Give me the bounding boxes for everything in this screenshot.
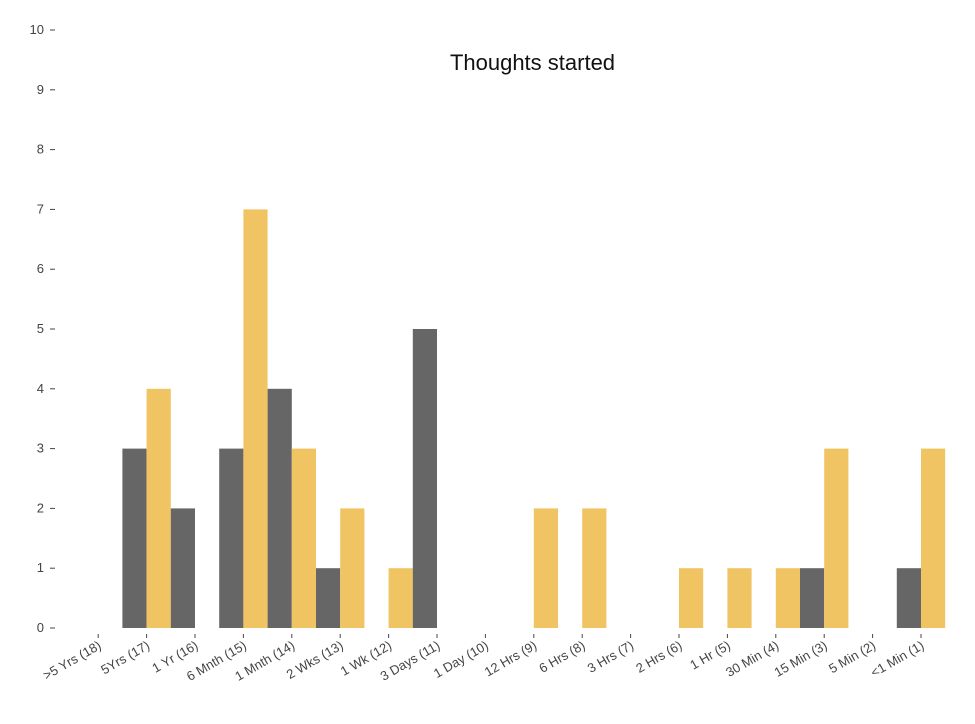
y-tick-label: 10 [30,22,44,37]
bar-series1-1 [122,448,147,628]
x-tick-label: 6 Hrs (8) [536,638,587,676]
bar-series2-6 [388,568,413,628]
bar-series2-12 [679,568,704,628]
x-tick-label: 15 Min (3) [772,638,830,680]
x-tick-label: 30 Min (4) [723,638,781,680]
bar-series2-14 [775,568,800,628]
bar-series2-13 [727,568,752,628]
y-tick-label: 0 [37,620,44,635]
y-axis: 0 1 2 3 4 5 6 7 8 9 10 [30,22,55,635]
y-tick-label: 9 [37,82,44,97]
bars [122,209,946,628]
y-tick-label: 3 [37,441,44,456]
x-tick-label: 5Yrs (17) [98,638,152,678]
bar-series1-3 [219,448,244,628]
y-tick-label: 7 [37,201,44,216]
x-tick-label: 1 Day (10) [431,638,491,681]
bar-series1-15 [800,568,825,628]
x-tick-label: 12 Hrs (9) [482,638,540,680]
bar-series1-5 [316,568,341,628]
y-tick-label: 8 [37,142,44,157]
bar-series2-5 [340,508,365,628]
bar-series1-17 [896,568,921,628]
bar-series2-10 [582,508,607,628]
bar-series2-9 [533,508,558,628]
x-tick-label: 2 Hrs (6) [633,638,684,676]
bar-series1-4 [267,388,292,628]
bar-series2-1 [146,388,171,628]
bar-series1-7 [412,329,437,628]
y-tick-label: 1 [37,560,44,575]
x-axis: >5 Yrs (18)5Yrs (17)1 Yr (16)6 Mnth (15)… [40,634,927,684]
y-tick-label: 2 [37,500,44,515]
y-tick-label: 4 [37,381,44,396]
y-tick-label: 5 [37,321,44,336]
bar-series2-3 [243,209,268,628]
y-tick-label: 6 [37,261,44,276]
bar-series2-15 [824,448,849,628]
x-tick-label: <1 Min (1) [868,638,927,680]
bar-series2-17 [921,448,946,628]
chart-title: Thoughts started [449,50,616,75]
x-tick-label: >5 Yrs (18) [40,638,103,683]
bar-series1-2 [170,508,195,628]
x-tick-label: 3 Hrs (7) [585,638,636,676]
bar-series2-4 [291,448,316,628]
